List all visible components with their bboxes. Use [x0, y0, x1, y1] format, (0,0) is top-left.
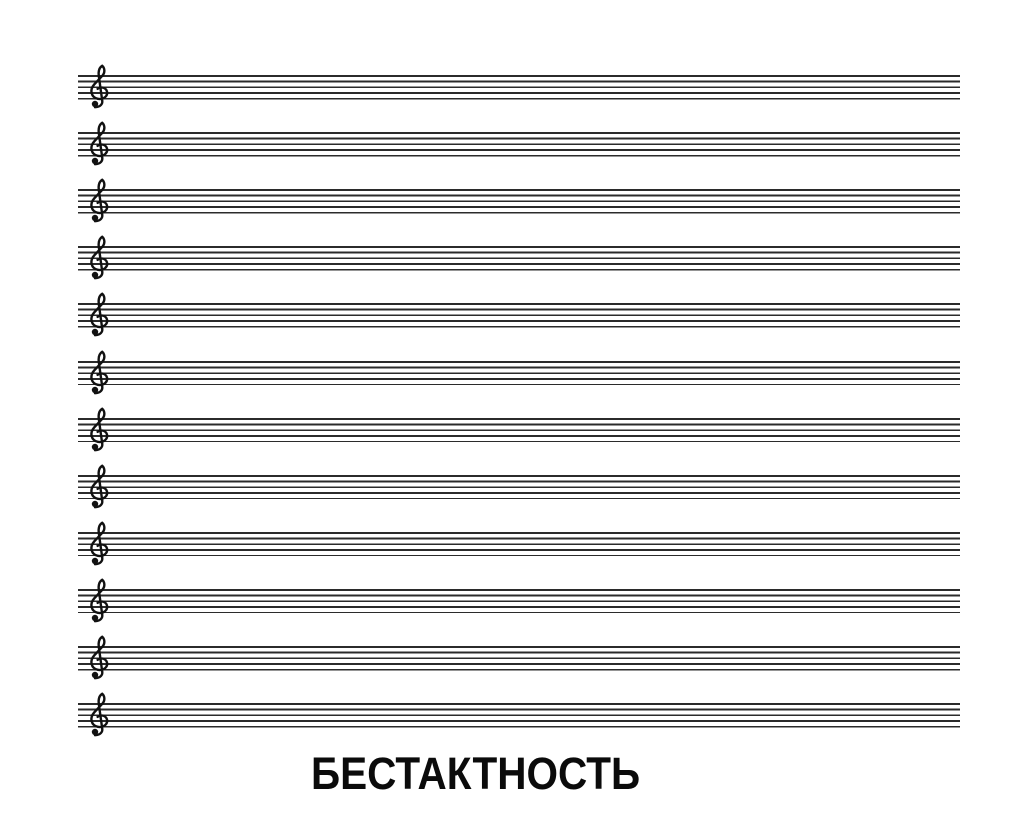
- staff-row: [0, 235, 1024, 294]
- staff-row: [0, 464, 1024, 523]
- staff-lines: [78, 703, 960, 728]
- staff-lines: [78, 303, 960, 328]
- staff-lines: [78, 132, 960, 157]
- staff-lines: [78, 246, 960, 271]
- caption-text: БЕСТАКТНОСТЬ: [311, 748, 641, 799]
- staff-row: [0, 692, 1024, 751]
- treble-clef-icon: [90, 635, 109, 680]
- treble-clef-icon: [90, 178, 109, 223]
- staff-row: [0, 121, 1024, 180]
- staff-lines: [78, 474, 960, 500]
- staff-lines: [78, 360, 960, 386]
- staff-lines: [78, 417, 960, 443]
- staff-row: [0, 178, 1024, 237]
- staff-lines: [78, 531, 960, 557]
- treble-clef-icon: [90, 349, 109, 394]
- staff-row: [0, 406, 1024, 466]
- treble-clef-icon: [90, 578, 109, 623]
- treble-clef-icon: [90, 464, 109, 509]
- staff-row: [0, 578, 1024, 637]
- treble-clef-icon: [90, 692, 109, 737]
- treble-clef-icon: [90, 121, 109, 166]
- staff-lines: [78, 189, 960, 214]
- staff-row: [0, 64, 1024, 123]
- treble-clef-icon: [90, 292, 109, 337]
- staff-row: [0, 292, 1024, 351]
- treble-clef-icon: [90, 64, 109, 109]
- treble-clef-icon: [90, 521, 109, 566]
- staff-row: [0, 521, 1024, 580]
- staff-lines: [78, 646, 960, 671]
- treble-clef-icon: [90, 406, 109, 451]
- staff-row: [0, 635, 1024, 694]
- staff-lines: [78, 588, 960, 614]
- staff-lines: [78, 75, 960, 100]
- treble-clef-icon: [90, 235, 109, 280]
- staff-row: [0, 349, 1024, 409]
